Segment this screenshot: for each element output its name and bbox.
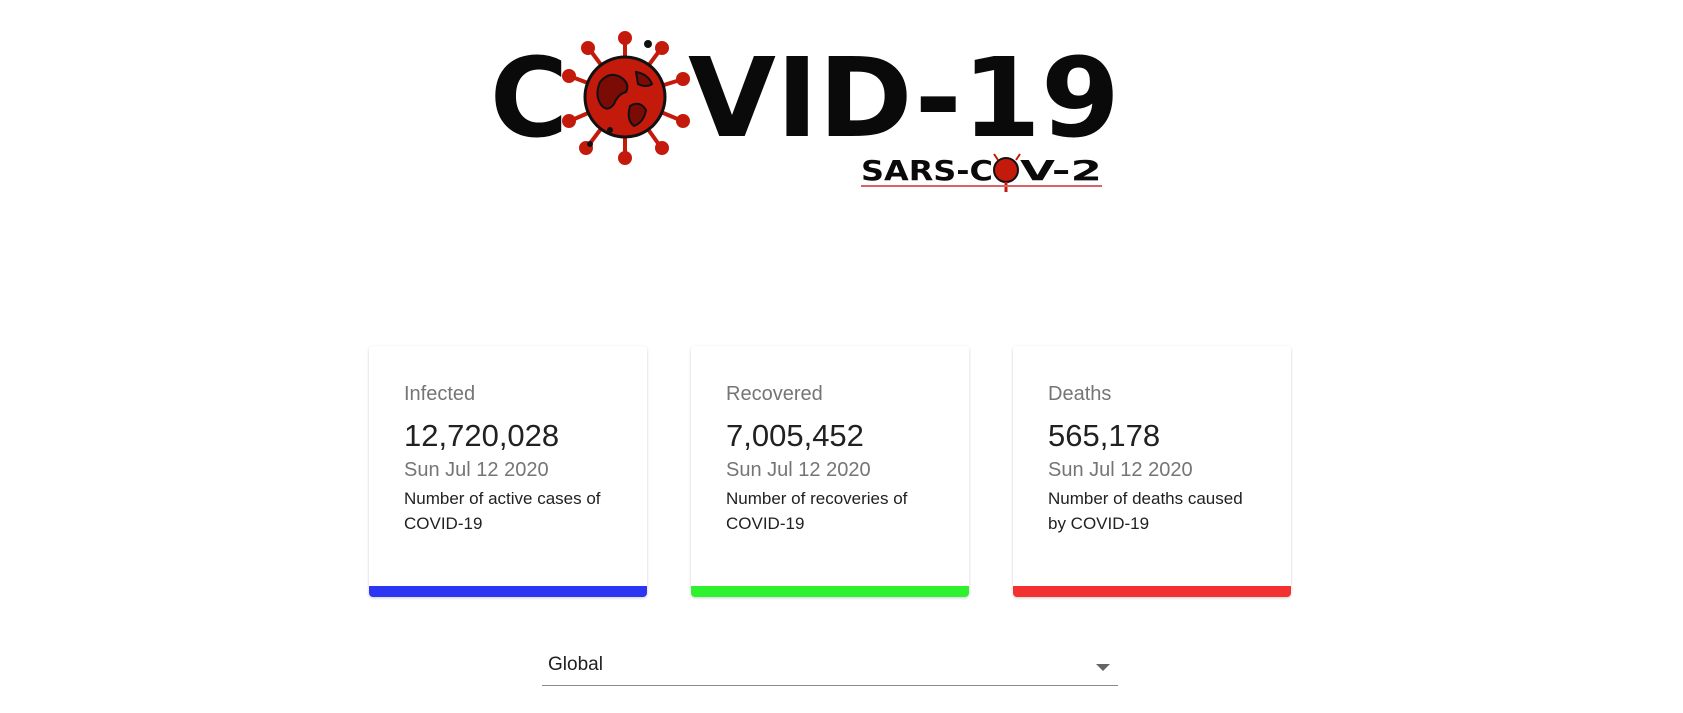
- card-date: Sun Jul 12 2020: [404, 459, 549, 481]
- card-date: Sun Jul 12 2020: [726, 459, 871, 481]
- deaths-card: Deaths 565,178 Sun Jul 12 2020 Number of…: [1013, 346, 1291, 597]
- card-title: Recovered: [726, 383, 823, 405]
- chevron-down-icon[interactable]: [1096, 664, 1110, 671]
- covid-logo: C VID-19 SARS-C: [480, 22, 1120, 194]
- small-virus-globe-icon: [993, 153, 1021, 192]
- logo-letter-c: C: [490, 34, 568, 162]
- card-description: Number of recoveries of COVID-19: [726, 489, 908, 533]
- recovered-card: Recovered 7,005,452 Sun Jul 12 2020 Numb…: [691, 346, 969, 597]
- card-color-bar: [369, 586, 647, 597]
- logo-subtitle-right: V-2: [1020, 154, 1102, 187]
- logo-title-rest: VID-19: [688, 34, 1120, 162]
- card-color-bar: [691, 586, 969, 597]
- card-date: Sun Jul 12 2020: [1048, 459, 1193, 481]
- card-title: Infected: [404, 383, 476, 405]
- card-value: 12,720,028: [404, 418, 560, 453]
- card-value: 7,005,452: [726, 418, 864, 453]
- country-select[interactable]: Global: [542, 648, 1118, 686]
- card-value: 565,178: [1048, 418, 1161, 453]
- stats-cards: Infected 12,720,028 Sun Jul 12 2020 Numb…: [369, 346, 1291, 597]
- card-description: Number of active cases of COVID-19: [404, 489, 601, 533]
- card-description: Number of deaths caused by COVID-19: [1048, 489, 1243, 533]
- card-title: Deaths: [1048, 383, 1112, 405]
- card-color-bar: [1013, 586, 1291, 597]
- logo-subtitle-left: SARS-C: [861, 154, 993, 187]
- virus-globe-icon: [562, 31, 690, 165]
- country-select-value: Global: [548, 654, 603, 675]
- covid-logo-graphic: C VID-19 SARS-C: [490, 31, 1120, 192]
- infected-card: Infected 12,720,028 Sun Jul 12 2020 Numb…: [369, 346, 647, 597]
